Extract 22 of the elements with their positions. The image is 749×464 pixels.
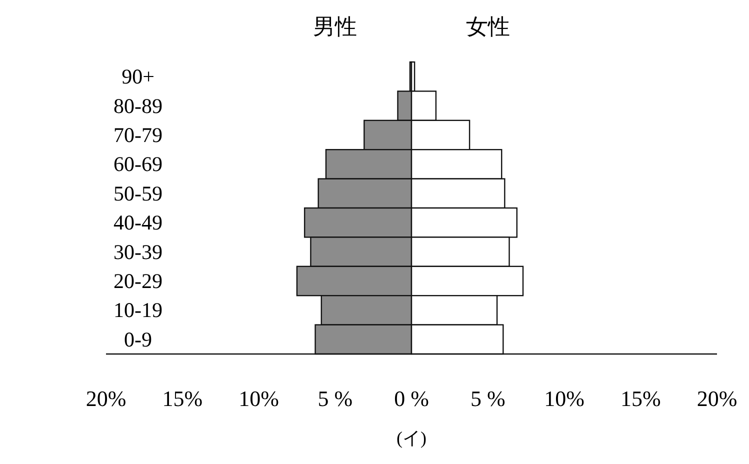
y-tick-label: 40-49 — [114, 210, 162, 235]
y-tick-label: 80-89 — [114, 94, 162, 118]
y-tick-label: 90+ — [122, 64, 154, 89]
text: 男性 — [313, 14, 358, 39]
y-tick-label: 0-9 — [124, 327, 152, 352]
y-tick-label: 70-79 — [114, 123, 162, 147]
y-tick-label: 30-39 — [114, 240, 162, 264]
x-tick-label: 15% — [162, 386, 203, 411]
y-tick-label: 10-19 — [114, 298, 162, 322]
x-tick-label: 20% — [86, 386, 126, 411]
y-tick-label: 20-29 — [114, 269, 162, 293]
x-tick-label: 10% — [544, 386, 584, 411]
x-tick-label: 15% — [620, 386, 661, 411]
x-tick-label: 5 % — [318, 386, 353, 411]
y-tick-label: 60-69 — [114, 152, 162, 176]
text: 女性 — [466, 14, 510, 39]
text: (イ) — [396, 428, 426, 448]
x-tick-label: 20% — [696, 386, 738, 411]
x-tick-label: 0 % — [394, 386, 429, 411]
x-tick-label: 5 % — [470, 386, 506, 411]
y-tick-label: 50-59 — [114, 181, 162, 206]
x-tick-label: 10% — [238, 386, 279, 411]
